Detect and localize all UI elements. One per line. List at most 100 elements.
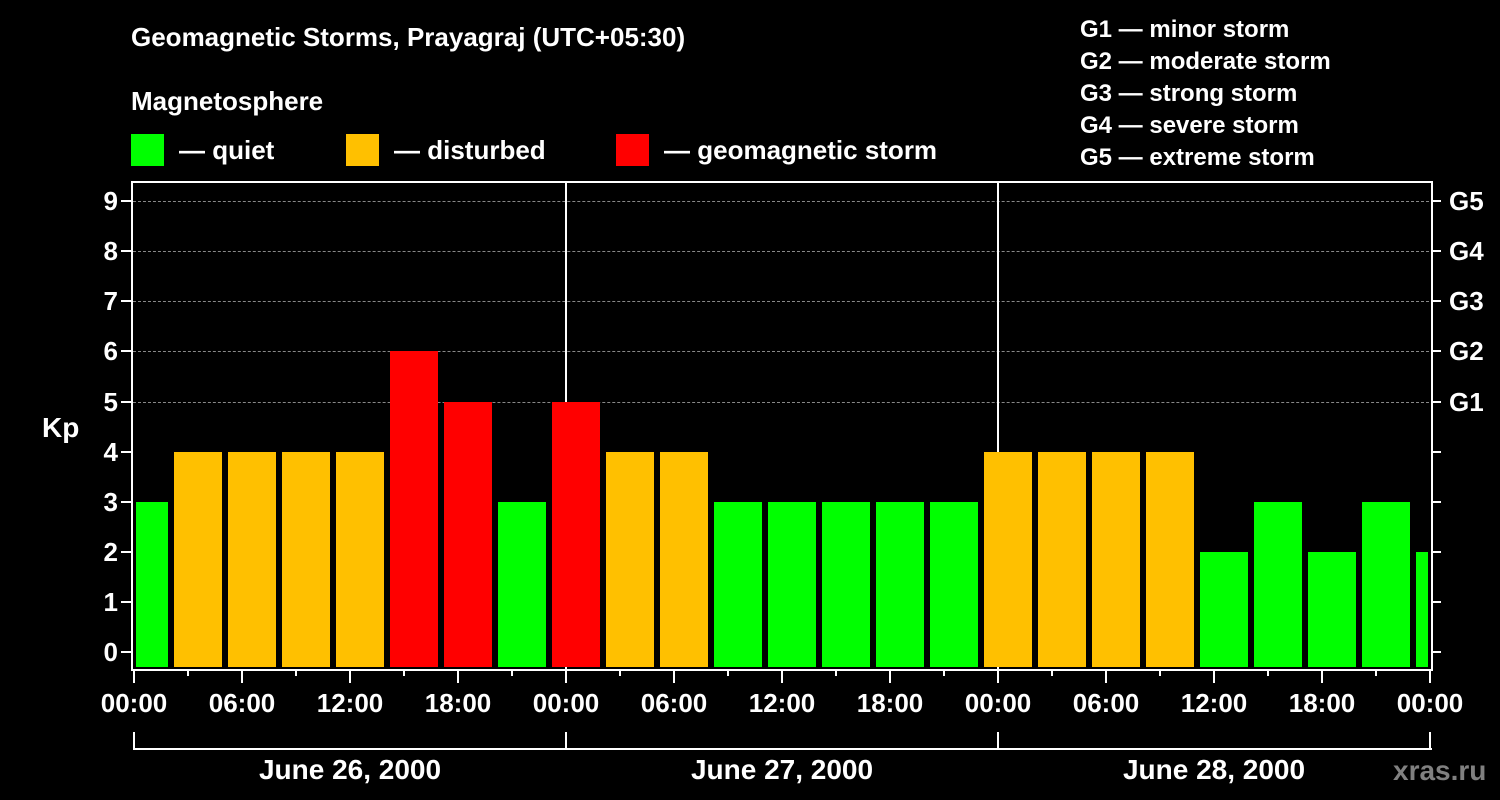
- kp-bar: [174, 452, 222, 667]
- x-tick-label: 18:00: [856, 688, 924, 718]
- x-tick-label: 18:00: [1288, 688, 1356, 718]
- y-axis-label: Kp: [42, 412, 80, 443]
- watermark: xras.ru: [1393, 755, 1487, 786]
- x-tick: [1159, 669, 1161, 676]
- kp-bar: [552, 402, 600, 667]
- g-scale-label: G4: [1449, 236, 1484, 266]
- right-tick: [1431, 651, 1441, 653]
- y-tick: [121, 601, 131, 603]
- x-tick: [1375, 669, 1377, 676]
- x-tick: [403, 669, 405, 676]
- x-tick: [187, 669, 189, 676]
- kp-bar: [606, 452, 654, 667]
- g-scale-label: G2: [1449, 336, 1484, 366]
- x-tick: [943, 669, 945, 676]
- y-tick: [121, 200, 131, 202]
- y-tick-label: 0: [103, 637, 118, 667]
- kp-bar: [1146, 452, 1194, 667]
- x-tick-label: 06:00: [208, 688, 276, 718]
- gridline: [133, 201, 1429, 202]
- x-tick: [349, 669, 351, 683]
- x-tick-label: 06:00: [640, 688, 708, 718]
- gridline: [133, 351, 1429, 352]
- kp-bar: [768, 502, 816, 667]
- kp-bar: [1092, 452, 1140, 667]
- x-tick: [565, 669, 567, 683]
- y-tick-label: 9: [103, 186, 118, 216]
- gridline: [133, 251, 1429, 252]
- legend-swatch-disturbed: [346, 134, 379, 166]
- y-tick: [121, 651, 131, 653]
- y-tick-label: 2: [103, 537, 118, 567]
- x-tick: [1105, 669, 1107, 683]
- right-tick: [1431, 300, 1441, 302]
- right-tick: [1431, 501, 1441, 503]
- chart-subtitle: Magnetosphere: [131, 86, 324, 116]
- x-tick: [457, 669, 459, 683]
- kp-bar: [136, 502, 168, 667]
- x-tick: [727, 669, 729, 676]
- plot-frame: [131, 181, 1433, 671]
- x-tick: [835, 669, 837, 676]
- x-tick-label: 00:00: [1396, 688, 1464, 718]
- date-bracket-tick: [133, 732, 135, 750]
- x-tick-label: 00:00: [964, 688, 1032, 718]
- kp-bar: [714, 502, 762, 667]
- y-tick: [121, 300, 131, 302]
- x-tick-label: 18:00: [424, 688, 492, 718]
- y-tick: [121, 501, 131, 503]
- y-tick-label: 8: [103, 236, 118, 266]
- right-tick: [1431, 451, 1441, 453]
- g-scale-label: G3: [1449, 286, 1484, 316]
- g-legend-g3: G3 — strong storm: [1080, 80, 1298, 107]
- g-scale-legend: G1 — minor storm G2 — moderate storm G3 …: [1080, 14, 1331, 174]
- x-tick-label: 12:00: [748, 688, 816, 718]
- kp-bar: [984, 452, 1032, 667]
- kp-bar: [1362, 502, 1410, 667]
- kp-bar: [1200, 552, 1248, 667]
- x-tick: [997, 669, 999, 683]
- x-tick: [781, 669, 783, 683]
- date-label: June 28, 2000: [1122, 754, 1306, 785]
- legend-swatch-storm: [616, 134, 649, 166]
- legend-swatch-quiet: [131, 134, 164, 166]
- y-tick-label: 1: [103, 587, 118, 617]
- y-tick: [121, 401, 131, 403]
- kp-bar: [1038, 452, 1086, 667]
- date-label: June 27, 2000: [690, 754, 874, 785]
- x-tick: [889, 669, 891, 683]
- x-tick-label: 12:00: [1180, 688, 1248, 718]
- chart-title: Geomagnetic Storms, Prayagraj (UTC+05:30…: [131, 22, 686, 52]
- kp-bar: [444, 402, 492, 667]
- x-tick: [295, 669, 297, 676]
- right-tick: [1431, 200, 1441, 202]
- kp-bar: [282, 452, 330, 667]
- x-tick: [133, 669, 135, 683]
- kp-bar: [390, 351, 438, 667]
- legend-label-quiet: — quiet: [179, 134, 275, 165]
- date-bracket: [134, 748, 1432, 750]
- gridline: [133, 301, 1429, 302]
- kp-bar: [228, 452, 276, 667]
- g-legend-g5: G5 — extreme storm: [1080, 144, 1315, 171]
- legend-storm: — geomagnetic storm: [616, 134, 937, 166]
- g-legend-g1: G1 — minor storm: [1080, 16, 1290, 43]
- date-label: June 26, 2000: [258, 754, 442, 785]
- y-tick: [121, 350, 131, 352]
- kp-bar: [660, 452, 708, 667]
- kp-bar: [1254, 502, 1302, 667]
- x-tick-label: 06:00: [1072, 688, 1140, 718]
- x-tick: [1267, 669, 1269, 676]
- y-tick-label: 3: [103, 487, 118, 517]
- x-tick: [1051, 669, 1053, 676]
- date-bracket-tick: [1429, 732, 1431, 750]
- kp-bar: [1416, 552, 1428, 667]
- g-legend-g2: G2 — moderate storm: [1080, 48, 1331, 75]
- kp-bar: [876, 502, 924, 667]
- legend-quiet: — quiet: [131, 134, 274, 166]
- x-tick: [511, 669, 513, 676]
- x-tick-label: 00:00: [532, 688, 600, 718]
- legend-label-disturbed: — disturbed: [394, 134, 546, 165]
- kp-bar: [336, 452, 384, 667]
- y-tick: [121, 551, 131, 553]
